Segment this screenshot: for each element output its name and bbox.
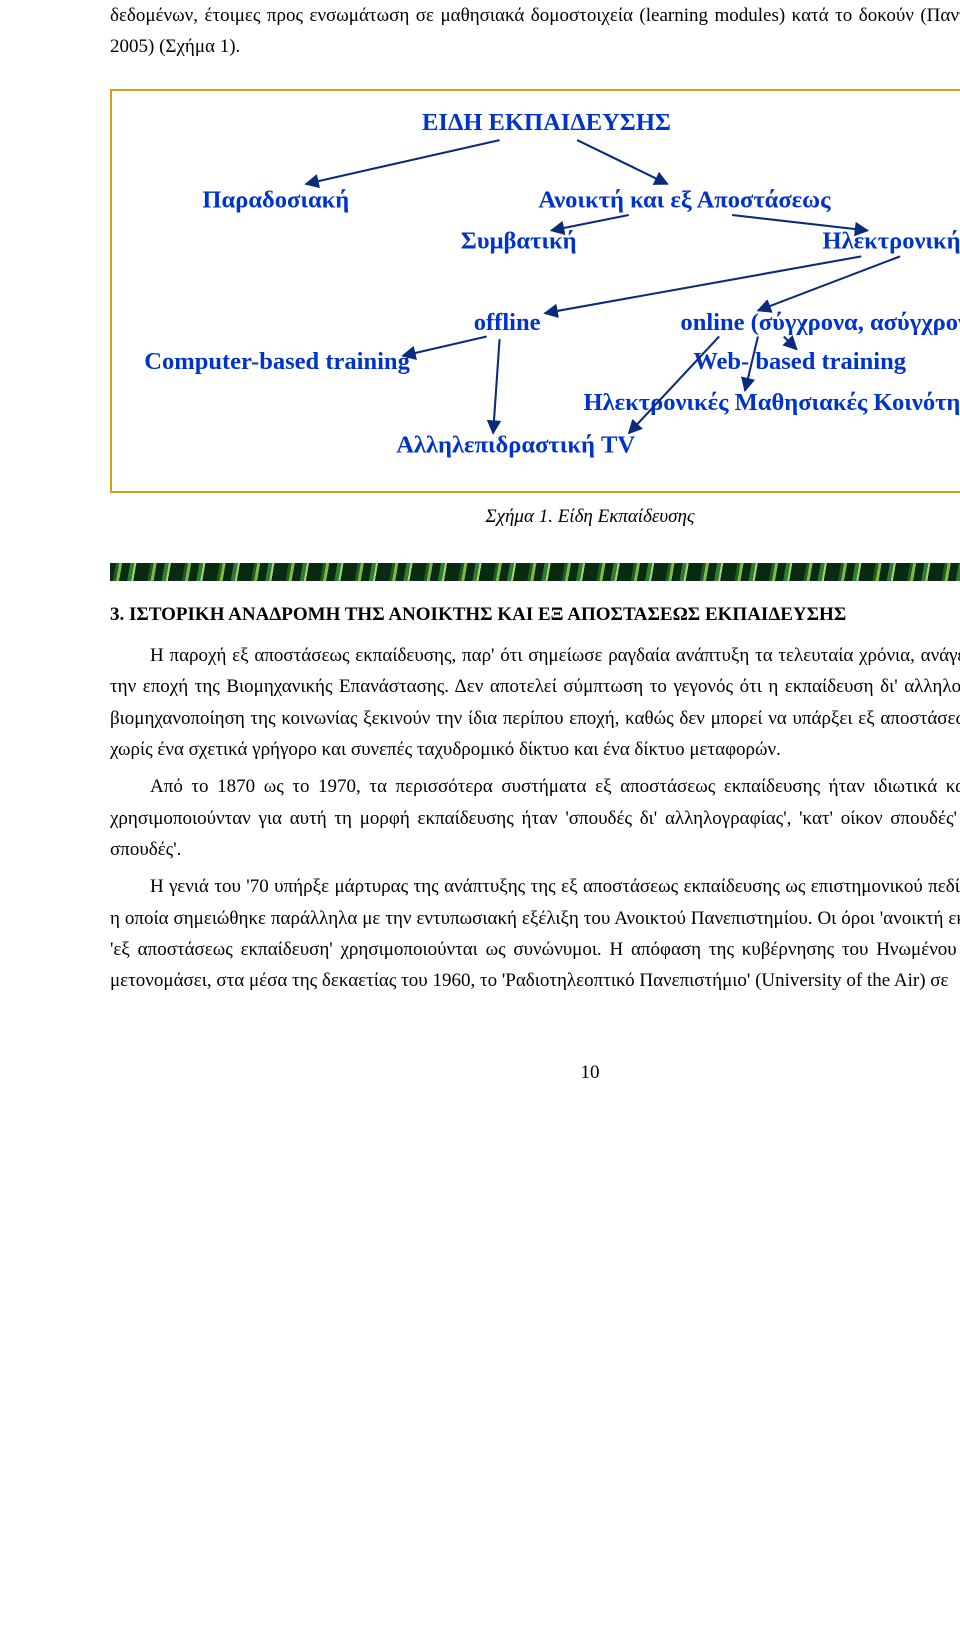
node-electronic: Ηλεκτρονική [823,227,960,254]
edge [758,256,900,310]
edge [306,140,500,184]
body-paragraph-2: Από το 1870 ως το 1970, τα περισσότερα σ… [110,771,960,865]
diagram-svg: ΕΙΔΗ ΕΚΠΑΙΔΕΥΣΗΣ Παραδοσιακή Ανοικτή και… [112,91,960,491]
edge [551,215,629,231]
education-types-diagram: ΕΙΔΗ ΕΚΠΑΙΔΕΥΣΗΣ Παραδοσιακή Ανοικτή και… [110,89,960,493]
edge [732,215,868,231]
edge [577,140,667,184]
node-cbt: Computer-based training [144,347,410,374]
node-itv: Αλληλεπιδραστική TV [396,431,635,458]
edge [629,336,719,433]
node-offline: offline [474,309,541,336]
body-paragraph-3: Η γενιά του '70 υπήρξε μάρτυρας της ανάπ… [110,871,960,996]
node-traditional: Παραδοσιακή [202,186,349,213]
page-number: 10 [110,1057,960,1088]
edge [493,339,499,433]
edge [403,336,487,355]
section-heading: 3. ΙΣΤΟΡΙΚΗ ΑΝΑΔΡΟΜΗ ΤΗΣ ΑΝΟΙΚΤΗΣ ΚΑΙ ΕΞ… [110,599,960,630]
body-paragraph-1: Η παροχή εξ αποστάσεως εκπαίδευσης, παρ'… [110,640,960,765]
node-conventional: Συμβατική [461,227,577,254]
section-divider [110,563,960,581]
node-online: online (σύγχρονα, ασύγχρονα) [680,309,960,336]
intro-paragraph: δεδομένων, έτοιμες προς ενσωμάτωση σε μα… [110,0,960,63]
node-wbt: Web- based training [693,347,906,374]
edge [545,256,862,313]
diagram-title: ΕΙΔΗ ΕΚΠΑΙΔΕΥΣΗΣ [422,108,671,135]
node-elc: Ηλεκτρονικές Μαθησιακές Κοινότητες [584,389,960,416]
diagram-caption: Σχήμα 1. Είδη Εκπαίδευσης [110,501,960,532]
node-open: Ανοικτή και εξ Αποστάσεως [538,186,831,213]
